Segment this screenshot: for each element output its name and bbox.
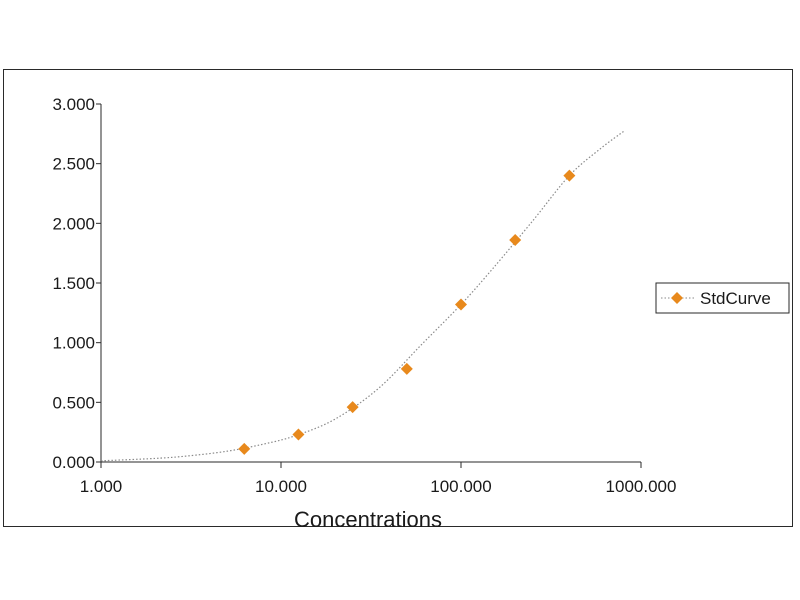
y-tick-label: 2.000: [52, 214, 95, 233]
legend-label: StdCurve: [700, 289, 771, 308]
x-tick-label: 100.000: [430, 477, 491, 496]
x-tick-label: 10.000: [255, 477, 307, 496]
y-tick-label: 0.500: [52, 393, 95, 412]
data-point: [346, 401, 359, 414]
fit-curve: [100, 130, 624, 462]
y-tick-label: 0.000: [52, 453, 95, 472]
data-point: [455, 298, 467, 311]
data-point: [238, 442, 251, 455]
x-axis-title: Concentrations: [294, 507, 442, 528]
chart: 0.000 0.500 1.000 1.500 2.000 2.500 3.000 1.000…: [52, 95, 790, 528]
chart-axes: 0.000 0.500 1.000 1.500 2.000 2.500 3.000 1.000…: [52, 95, 676, 496]
y-tick-label: 1.000: [52, 334, 95, 353]
data-point: [563, 169, 576, 182]
x-tick-label: 1.000: [80, 477, 123, 496]
data-point: [292, 428, 305, 441]
y-tick-label: 2.500: [52, 155, 95, 174]
data-point: [509, 234, 522, 247]
x-tick-label: 1000.000: [606, 477, 677, 496]
data-points-layer: [238, 169, 576, 455]
data-point: [400, 362, 413, 375]
legend-marker-diamond: [671, 292, 683, 304]
fit-curve-layer: [100, 130, 624, 462]
legend: StdCurve: [655, 282, 790, 314]
chart-frame: 0.000 0.500 1.000 1.500 2.000 2.500 3.000 1.000…: [3, 69, 793, 528]
y-tick-label: 1.500: [52, 274, 95, 293]
y-tick-label: 3.000: [52, 95, 95, 114]
